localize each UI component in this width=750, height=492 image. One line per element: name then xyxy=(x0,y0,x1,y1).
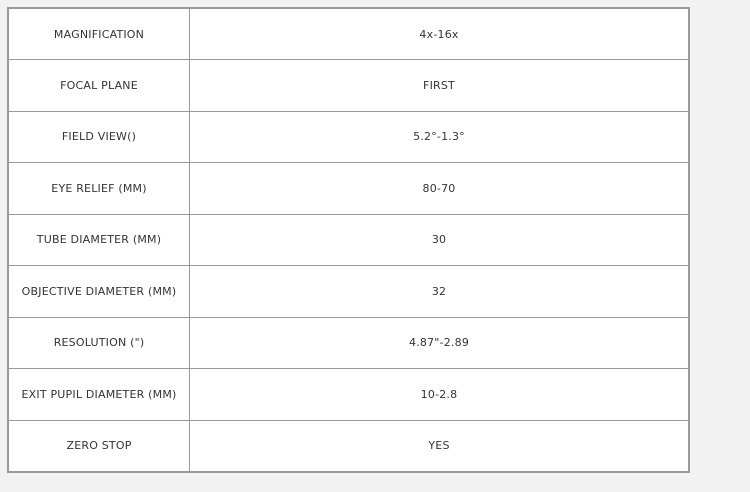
spec-label-cell: TUBE DIAMETER (MM) xyxy=(7,213,191,266)
spec-value-cell: 32 xyxy=(189,265,690,318)
spec-value-cell: FIRST xyxy=(189,59,690,112)
spec-label-cell: FIELD VIEW() xyxy=(7,110,191,163)
spec-value-cell: 4.87"-2.89 xyxy=(189,316,690,369)
spec-label-cell: RESOLUTION (") xyxy=(7,316,191,369)
spec-value-cell: 10-2.8 xyxy=(189,368,690,421)
spec-label-cell: MAGNIFICATION xyxy=(7,7,191,60)
table-row: EYE RELIEF (MM) 80-70 xyxy=(7,162,690,215)
spec-label-cell: EYE RELIEF (MM) xyxy=(7,162,191,215)
spec-label-cell: FOCAL PLANE xyxy=(7,59,191,112)
spec-label-cell: ZERO STOP xyxy=(7,419,191,472)
table-row: ZERO STOP YES xyxy=(7,419,690,472)
table-row: EXIT PUPIL DIAMETER (MM) 10-2.8 xyxy=(7,368,690,421)
table-row: OBJECTIVE DIAMETER (MM) 32 xyxy=(7,265,690,318)
table-row: FOCAL PLANE FIRST xyxy=(7,59,690,112)
spec-value-cell: YES xyxy=(189,419,690,472)
spec-table: MAGNIFICATION 4x-16x FOCAL PLANE FIRST F… xyxy=(7,7,690,473)
spec-value-cell: 4x-16x xyxy=(189,7,690,60)
spec-label-cell: EXIT PUPIL DIAMETER (MM) xyxy=(7,368,191,421)
spec-value-cell: 80-70 xyxy=(189,162,690,215)
spec-value-cell: 30 xyxy=(189,213,690,266)
table-row: RESOLUTION (") 4.87"-2.89 xyxy=(7,316,690,369)
table-row: FIELD VIEW() 5.2°-1.3° xyxy=(7,110,690,163)
table-row: TUBE DIAMETER (MM) 30 xyxy=(7,213,690,266)
spec-label-cell: OBJECTIVE DIAMETER (MM) xyxy=(7,265,191,318)
spec-value-cell: 5.2°-1.3° xyxy=(189,110,690,163)
table-row: MAGNIFICATION 4x-16x xyxy=(7,7,690,60)
